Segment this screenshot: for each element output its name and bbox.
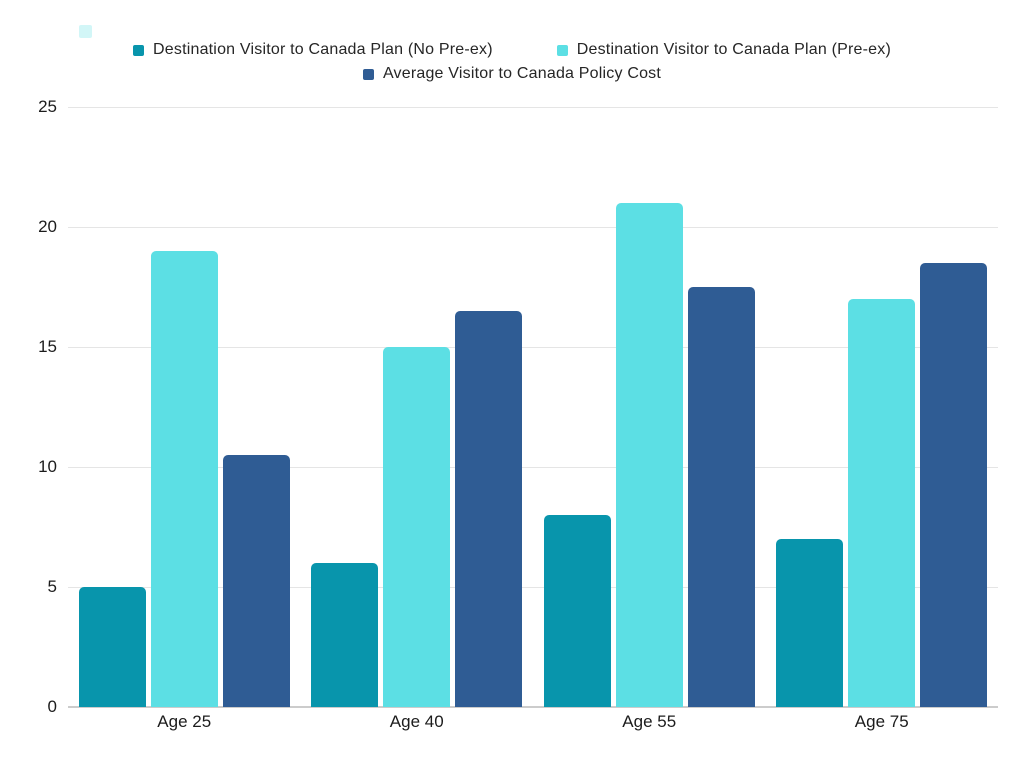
plot-area: [68, 107, 998, 708]
bar-series3-age-25: [222, 455, 290, 707]
bar-group: [68, 107, 301, 707]
x-axis-line: [68, 706, 998, 708]
x-tick-label: Age 25: [157, 712, 212, 731]
gridline: [68, 587, 998, 588]
y-tick-label: 20: [38, 217, 57, 236]
bar-series2-age-55: [615, 203, 683, 707]
legend-item: Average Visitor to Canada Policy Cost: [362, 65, 662, 83]
legend-ghost-swatch: [79, 25, 92, 38]
legend-label: Average Visitor to Canada Policy Cost: [382, 65, 662, 82]
legend-item: Destination Visitor to Canada Plan (Pre-…: [556, 41, 891, 59]
y-tick-label: 25: [38, 97, 57, 116]
gridline: [68, 227, 998, 228]
bar-series2-age-25: [150, 251, 218, 707]
y-tick-label: 15: [38, 337, 57, 356]
y-tick-label: 5: [47, 577, 57, 596]
chart-legend: Destination Visitor to Canada Plan (No P…: [40, 41, 984, 83]
legend-item: Destination Visitor to Canada Plan (No P…: [133, 41, 493, 59]
gridline: [68, 467, 998, 468]
bar-series3-age-55: [687, 287, 755, 707]
bar-series2-age-40: [383, 347, 451, 707]
legend-label: Destination Visitor to Canada Plan (Pre-…: [576, 41, 891, 58]
gridline: [68, 107, 998, 108]
legend-marker-icon: [362, 68, 374, 80]
x-tick-label: Age 55: [622, 712, 677, 731]
legend-marker-icon: [133, 44, 145, 56]
bar-series3-age-75: [920, 263, 988, 707]
y-tick-label: 0: [47, 697, 57, 716]
bar-series1-age-75: [776, 539, 844, 707]
bar-group: [533, 107, 766, 707]
legend-label: Destination Visitor to Canada Plan (No P…: [153, 41, 493, 58]
legend-marker-icon: [556, 44, 568, 56]
x-tick-label: Age 75: [854, 712, 909, 731]
bar-series2-age-75: [848, 299, 916, 707]
bar-group: [301, 107, 534, 707]
bar-series1-age-25: [78, 587, 146, 707]
x-tick-label: Age 40: [389, 712, 444, 731]
gridline: [68, 347, 998, 348]
y-tick-label: 10: [38, 457, 57, 476]
bar-group: [766, 107, 999, 707]
x-axis: Age 25 Age 40 Age 55 Age 75: [68, 712, 998, 732]
bar-series3-age-40: [455, 311, 523, 707]
bar-series1-age-55: [543, 515, 611, 707]
bar-groups: [68, 107, 998, 707]
bar-series1-age-40: [311, 563, 379, 707]
